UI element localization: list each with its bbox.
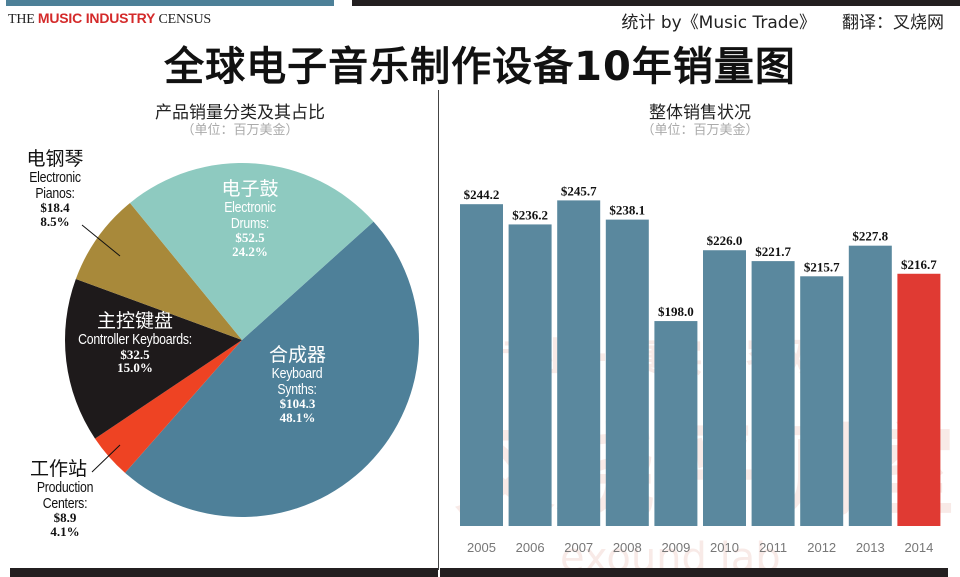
synths-zh: 合成器 bbox=[268, 344, 326, 366]
pianos-percent: 8.5% bbox=[40, 214, 70, 230]
bar-value-label: $215.7 bbox=[804, 259, 840, 274]
bar-value-label: $198.0 bbox=[658, 304, 694, 319]
top-bar-left bbox=[6, 0, 334, 6]
bar-value-label: $221.7 bbox=[755, 244, 791, 259]
synths-percent: 48.1% bbox=[279, 410, 316, 426]
pie-slice-pianos bbox=[75, 202, 242, 340]
pie-slice-controller bbox=[65, 278, 242, 439]
bar-unit: （单位：百万美金） bbox=[641, 123, 759, 138]
translator-credit: 翻译：叉烧网 bbox=[842, 13, 944, 33]
x-tick-label: 2014 bbox=[904, 540, 933, 555]
drums-percent: 24.2% bbox=[232, 244, 268, 260]
x-tick-label: 2006 bbox=[516, 540, 545, 555]
bar-value-label: $238.1 bbox=[609, 203, 645, 218]
bar-2005 bbox=[460, 204, 503, 526]
pie-slice-synths bbox=[125, 221, 419, 517]
bar-2013 bbox=[848, 245, 892, 526]
x-tick-label: 2011 bbox=[759, 540, 787, 555]
bar-value-label: $226.0 bbox=[707, 233, 743, 248]
label-production: 工作站 Production Centers: $8.9 4.1% bbox=[20, 458, 110, 540]
bar-value-label: $216.7 bbox=[901, 257, 937, 272]
pie-slice-drums bbox=[129, 163, 374, 340]
pianos-zh: 电钢琴 bbox=[26, 148, 84, 170]
pie-unit: （单位：百万美金） bbox=[181, 123, 299, 138]
synths-en: Keyboard Synths: bbox=[271, 364, 323, 398]
bar-2011 bbox=[751, 261, 795, 526]
label-pianos: 电钢琴 Electronic Pianos: $18.4 8.5% bbox=[10, 148, 100, 230]
bar-2009 bbox=[654, 321, 698, 526]
controller-en: Controller Keyboards: bbox=[78, 330, 192, 348]
controller-value: $32.5 bbox=[120, 346, 150, 362]
x-tick-label: 2008 bbox=[613, 540, 642, 555]
production-en: Production Centers: bbox=[36, 478, 94, 512]
page-title: 全球电子音乐制作设备10年销量图 bbox=[164, 44, 796, 90]
synths-value: $104.3 bbox=[279, 396, 316, 412]
top-bar-right bbox=[352, 0, 960, 6]
brand-suffix: CENSUS bbox=[155, 12, 211, 27]
bar-2012 bbox=[800, 276, 844, 526]
bar-2006 bbox=[508, 224, 552, 526]
divider bbox=[438, 90, 439, 570]
x-tick-label: 2005 bbox=[467, 540, 496, 555]
x-tick-label: 2010 bbox=[710, 540, 739, 555]
pianos-en: Electronic Pianos: bbox=[29, 168, 81, 202]
credits: 统计 by《Music Trade》 翻译：叉烧网 bbox=[621, 8, 944, 33]
label-controller: 主控键盘 Controller Keyboards: $32.5 15.0% bbox=[60, 310, 210, 376]
bar-value-label: $245.7 bbox=[561, 183, 597, 198]
bar-value-label: $227.8 bbox=[852, 229, 888, 244]
brand-prefix: THE bbox=[8, 12, 38, 27]
x-tick-label: 2007 bbox=[564, 540, 593, 555]
controller-zh: 主控键盘 bbox=[96, 310, 173, 332]
x-tick-label: 2009 bbox=[661, 540, 690, 555]
x-tick-label: 2012 bbox=[807, 540, 836, 555]
pie-chart bbox=[65, 163, 419, 517]
bar-2007 bbox=[557, 200, 601, 526]
production-percent: 4.1% bbox=[50, 524, 80, 540]
bar-2010 bbox=[703, 250, 746, 527]
drums-zh: 电子鼓 bbox=[221, 178, 279, 200]
source-credit: 统计 by《Music Trade》 bbox=[621, 13, 816, 33]
bar-value-label: $244.2 bbox=[464, 187, 500, 202]
leader-line-pianos bbox=[81, 224, 121, 257]
label-synths: 合成器 Keyboard Synths: $104.3 48.1% bbox=[250, 344, 345, 426]
leader-line-production bbox=[91, 444, 121, 473]
drums-en: Electronic Drums: bbox=[224, 198, 276, 232]
bottom-bar-right bbox=[440, 568, 948, 577]
drums-value: $52.5 bbox=[235, 230, 265, 246]
production-zh: 工作站 bbox=[30, 458, 88, 480]
x-tick-label: 2013 bbox=[856, 540, 885, 555]
brand-logo: THE MUSIC INDUSTRY CENSUS bbox=[8, 10, 211, 28]
bottom-bar-left bbox=[10, 568, 438, 577]
pianos-value: $18.4 bbox=[40, 200, 70, 216]
production-value: $8.9 bbox=[53, 510, 77, 526]
bar-2008 bbox=[605, 219, 649, 526]
pie-slice-production bbox=[95, 340, 242, 473]
bar-2014 bbox=[897, 273, 941, 526]
label-drums: 电子鼓 Electronic Drums: $52.5 24.2% bbox=[190, 178, 310, 260]
brand-highlight: MUSIC INDUSTRY bbox=[37, 10, 156, 26]
pie-title: 产品销量分类及其占比 bbox=[155, 103, 325, 123]
bar-title: 整体销售状况 bbox=[649, 103, 751, 123]
controller-percent: 15.0% bbox=[117, 360, 153, 376]
bar-value-label: $236.2 bbox=[512, 207, 548, 222]
